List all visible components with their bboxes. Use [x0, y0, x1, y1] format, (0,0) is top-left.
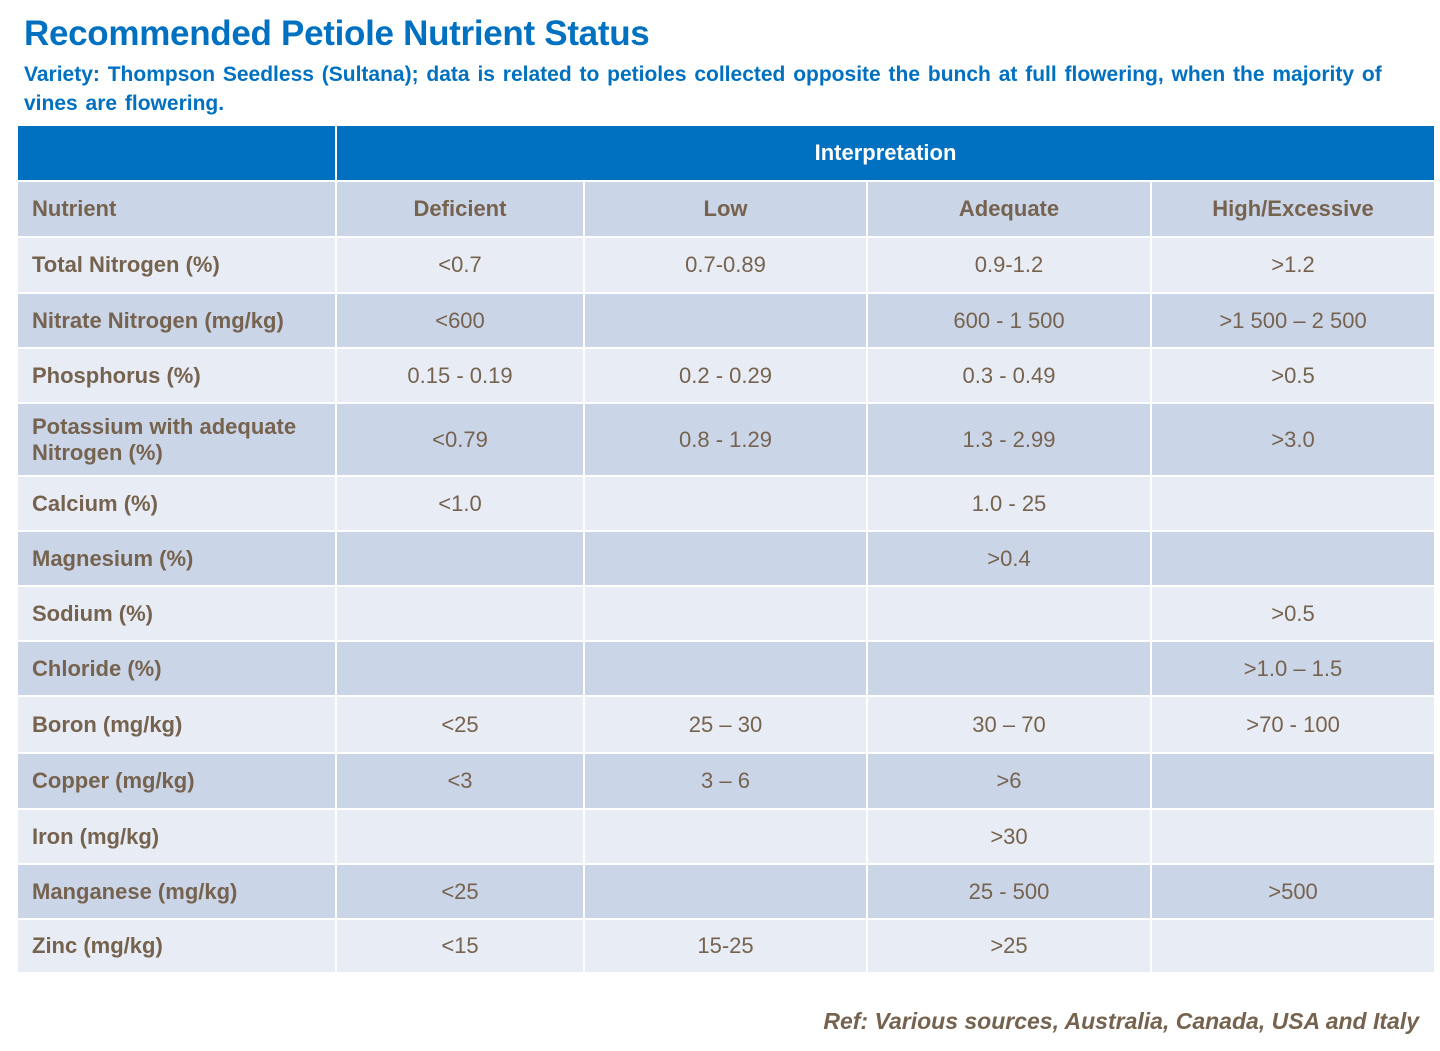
range-cell: >1.2	[1152, 238, 1435, 292]
range-cell: >6	[868, 754, 1150, 808]
column-header: High/Excessive	[1152, 182, 1435, 236]
nutrient-name: Phosphorus (%)	[18, 349, 335, 402]
table-row: Boron (mg/kg) <25 25 – 30 30 – 70 >70 - 100	[18, 697, 1435, 752]
column-header: Low	[585, 182, 866, 236]
range-cell	[337, 642, 583, 695]
range-cell	[585, 642, 866, 695]
range-cell	[1152, 920, 1435, 972]
table-row: Manganese (mg/kg) <25 25 - 500 >500	[18, 865, 1435, 918]
range-cell	[585, 294, 866, 347]
table-row: Zinc (mg/kg) <15 15-25 >25	[18, 920, 1435, 972]
column-header: Deficient	[337, 182, 583, 236]
nutrient-name: Manganese (mg/kg)	[18, 865, 335, 918]
range-cell: <0.79	[337, 404, 583, 475]
range-cell: 15-25	[585, 920, 866, 972]
range-cell	[585, 587, 866, 640]
range-cell	[585, 865, 866, 918]
table-row: Potassium with adequate Nitrogen (%) <0.7…	[18, 404, 1435, 475]
range-cell: <1.0	[337, 477, 583, 530]
table-row: Total Nitrogen (%) <0.7 0.7-0.89 0.9-1.2 >1.…	[18, 238, 1435, 292]
range-cell: 25 – 30	[585, 697, 866, 752]
range-cell: 0.15 - 0.19	[337, 349, 583, 402]
range-cell: >1.0 – 1.5	[1152, 642, 1435, 695]
range-cell: >0.5	[1152, 349, 1435, 402]
range-cell: 1.0 - 25	[868, 477, 1150, 530]
range-cell: 0.7-0.89	[585, 238, 866, 292]
table-row: Magnesium (%) >0.4	[18, 532, 1435, 585]
range-cell: >0.4	[868, 532, 1150, 585]
nutrient-name: Potassium with adequate Nitrogen (%)	[18, 404, 335, 475]
table-row: Phosphorus (%) 0.15 - 0.19 0.2 - 0.29 0.3 -…	[18, 349, 1435, 402]
header-blank	[18, 126, 335, 180]
column-header: Adequate	[868, 182, 1150, 236]
range-cell: 0.8 - 1.29	[585, 404, 866, 475]
range-cell	[1152, 810, 1435, 863]
range-cell: <3	[337, 754, 583, 808]
range-cell: 30 – 70	[868, 697, 1150, 752]
table-body: Nutrient Deficient Low Adequate High/Excessi…	[18, 182, 1435, 972]
range-cell: 0.9-1.2	[868, 238, 1150, 292]
group-header: Interpretation	[337, 126, 1435, 180]
range-cell	[585, 477, 866, 530]
nutrient-name: Magnesium (%)	[18, 532, 335, 585]
range-cell	[337, 532, 583, 585]
range-cell	[585, 532, 866, 585]
reference: Ref: Various sources, Australia, Canada,…	[823, 1008, 1419, 1034]
subtitle: Variety: Thompson Seedless (Sultana); da…	[24, 63, 1382, 115]
nutrient-name: Chloride (%)	[18, 642, 335, 695]
nutrient-name: Sodium (%)	[18, 587, 335, 640]
nutrient-name: Zinc (mg/kg)	[18, 920, 335, 972]
range-cell: 1.3 - 2.99	[868, 404, 1150, 475]
range-cell	[585, 810, 866, 863]
column-header-row: Nutrient Deficient Low Adequate High/Excessi…	[18, 182, 1435, 236]
range-cell: >30	[868, 810, 1150, 863]
range-cell: <25	[337, 865, 583, 918]
title: Recommended Petiole Nutrient Status	[24, 14, 650, 53]
nutrient-name: Nitrate Nitrogen (mg/kg)	[18, 294, 335, 347]
range-cell: 0.2 - 0.29	[585, 349, 866, 402]
range-cell: <25	[337, 697, 583, 752]
range-cell	[1152, 754, 1435, 808]
nutrient-name: Copper (mg/kg)	[18, 754, 335, 808]
range-cell	[868, 587, 1150, 640]
range-cell	[868, 642, 1150, 695]
table-row: Copper (mg/kg) <3 3 – 6 >6	[18, 754, 1435, 808]
range-cell: 600 - 1 500	[868, 294, 1150, 347]
range-cell: <0.7	[337, 238, 583, 292]
table-row: Calcium (%) <1.0 1.0 - 25	[18, 477, 1435, 530]
range-cell: 25 - 500	[868, 865, 1150, 918]
table-row: Iron (mg/kg) >30	[18, 810, 1435, 863]
range-cell	[1152, 532, 1435, 585]
range-cell: 3 – 6	[585, 754, 866, 808]
nutrient-name: Calcium (%)	[18, 477, 335, 530]
range-cell	[337, 587, 583, 640]
range-cell: 0.3 - 0.49	[868, 349, 1150, 402]
range-cell: >25	[868, 920, 1150, 972]
nutrient-name: Boron (mg/kg)	[18, 697, 335, 752]
range-cell: <600	[337, 294, 583, 347]
range-cell	[337, 810, 583, 863]
range-cell: >70 - 100	[1152, 697, 1435, 752]
table-row: Nitrate Nitrogen (mg/kg) <600 600 - 1 500 >…	[18, 294, 1435, 347]
range-cell: >0.5	[1152, 587, 1435, 640]
range-cell	[1152, 477, 1435, 530]
range-cell: >1 500 – 2 500	[1152, 294, 1435, 347]
range-cell: >3.0	[1152, 404, 1435, 475]
range-cell: >500	[1152, 865, 1435, 918]
range-cell: <15	[337, 920, 583, 972]
nutrient-name: Iron (mg/kg)	[18, 810, 335, 863]
nutrient-table: Interpretation Nutrient Deficient Low Adequ…	[16, 124, 1436, 974]
table-row: Sodium (%) >0.5	[18, 587, 1435, 640]
column-header: Nutrient	[18, 182, 335, 236]
table-row: Chloride (%) >1.0 – 1.5	[18, 642, 1435, 695]
nutrient-name: Total Nitrogen (%)	[18, 238, 335, 292]
